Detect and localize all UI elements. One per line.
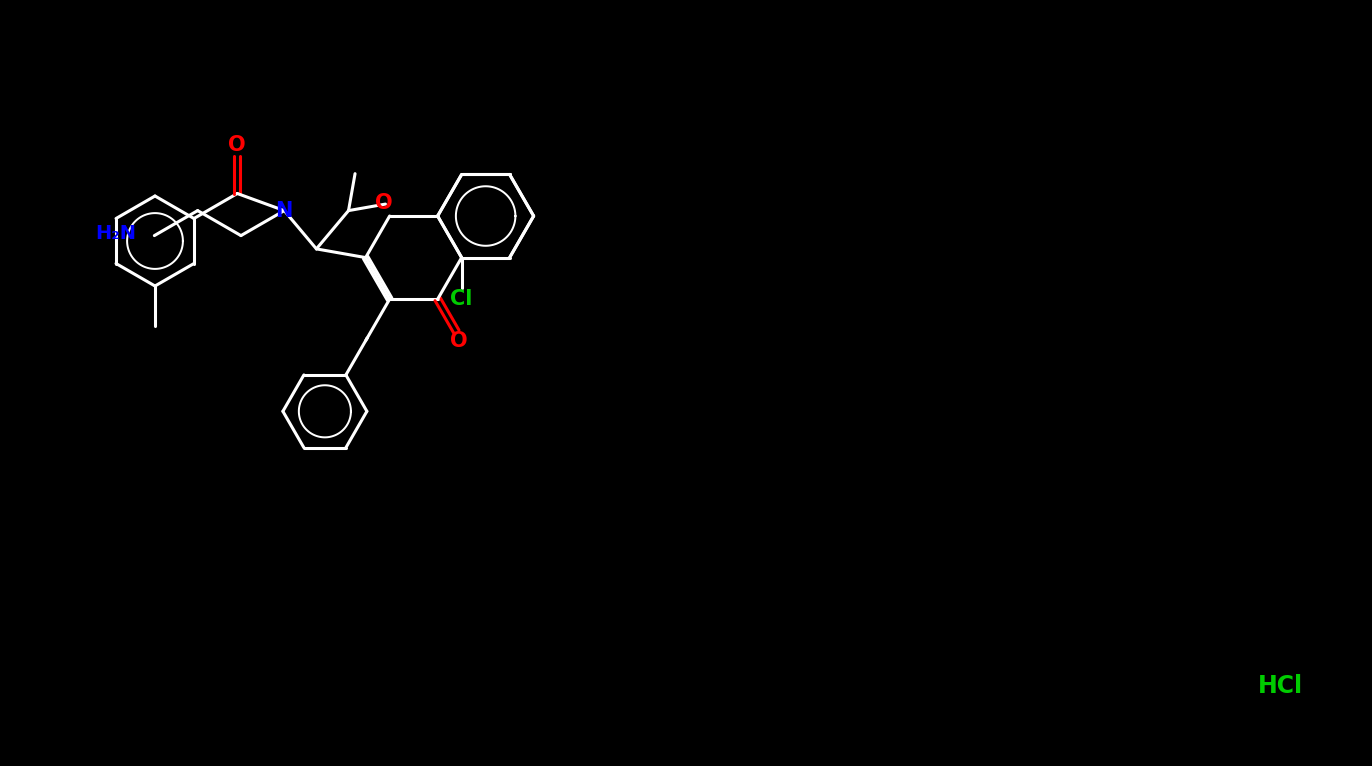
- Text: HCl: HCl: [1257, 674, 1302, 698]
- Text: O: O: [450, 331, 468, 351]
- Text: O: O: [375, 192, 392, 213]
- Text: H₂N: H₂N: [95, 224, 136, 243]
- Text: N: N: [276, 201, 294, 221]
- Text: O: O: [229, 135, 246, 155]
- Text: Cl: Cl: [450, 289, 473, 309]
